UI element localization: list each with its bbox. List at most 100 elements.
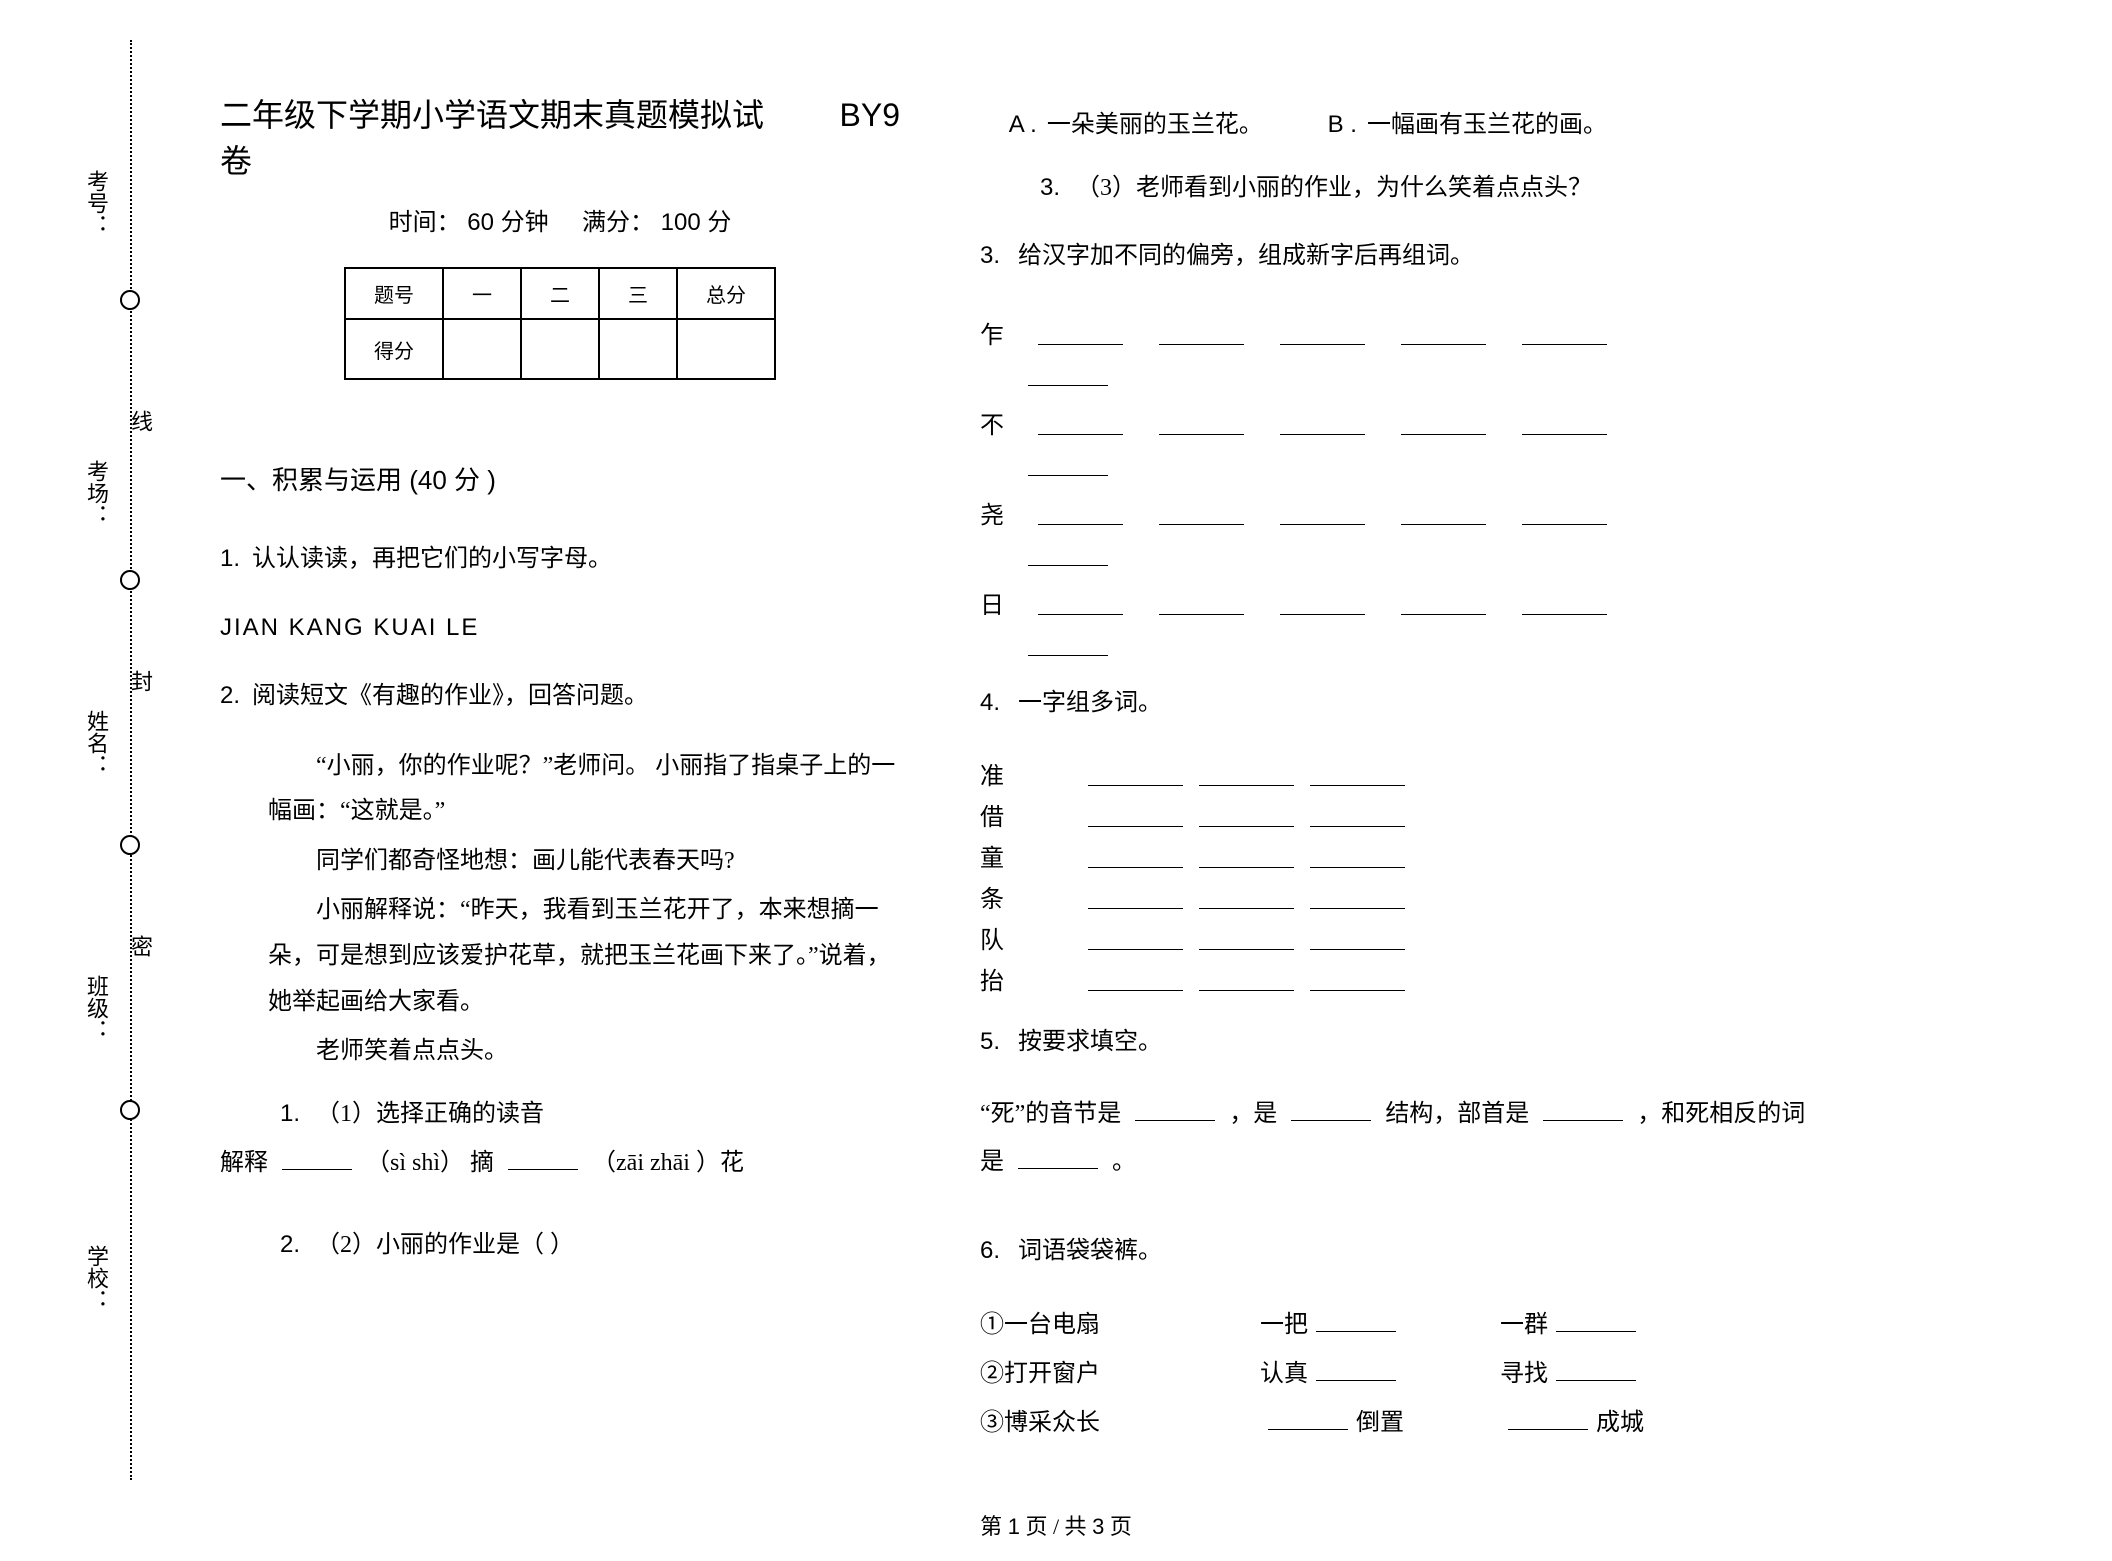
blank [1199, 967, 1294, 991]
table-row: 得分 [345, 319, 775, 379]
blank [1028, 542, 1108, 566]
footer-text: 页 [1110, 1514, 1132, 1539]
th-3: 三 [599, 268, 677, 319]
full-label: 满分： [582, 209, 654, 236]
radical-char: 不 [980, 405, 1020, 440]
multiword-char: 队 [980, 920, 1080, 955]
blank [1310, 967, 1405, 991]
radical-row: 尧 [980, 495, 1820, 530]
blank [1088, 885, 1183, 909]
opt-label: A . [1009, 111, 1037, 138]
cell: 认真 [1260, 1353, 1500, 1396]
blank [1310, 885, 1405, 909]
binding-circle [120, 835, 140, 855]
blank [1199, 844, 1294, 868]
subquestion-3: 3. （3）老师看到小丽的作业，为什么笑着点点头？ [980, 167, 1820, 202]
blank [1159, 591, 1244, 615]
time-label: 时间： [389, 209, 461, 236]
q-num: 4. [980, 689, 1000, 716]
binding-label-name: 姓名： [80, 710, 112, 776]
blank [1310, 762, 1405, 786]
blank [1522, 501, 1607, 525]
cell: 寻找 [1500, 1353, 1644, 1396]
blank [1401, 501, 1486, 525]
radical-char: 日 [980, 585, 1020, 620]
subq-text: （2）小丽的作业是（ ） [316, 1232, 574, 1258]
exam-title: 二年级下学期小学语文期末真题模拟试卷 [220, 90, 790, 182]
pinyin-opts: （sì shì） 摘 [366, 1150, 494, 1176]
binding-circle [120, 290, 140, 310]
seal-char-feng: 封 [124, 670, 156, 692]
q-text: 按要求填空。 [1018, 1029, 1162, 1055]
binding-label-room: 考场： [80, 460, 112, 526]
blank [1088, 967, 1183, 991]
option-row: A . 一朵美丽的玉兰花。 B . 一幅画有玉兰花的画。 [980, 104, 1820, 139]
label: 寻找 [1500, 1361, 1548, 1387]
q-num: 3. [980, 242, 1000, 269]
blank [1280, 501, 1365, 525]
blank [1135, 1097, 1215, 1121]
th-total: 总分 [677, 268, 775, 319]
subq-num: 3. [1040, 174, 1060, 201]
cell: ③博采众长 [980, 1402, 1260, 1445]
q-text: 词语袋袋裤。 [1018, 1238, 1162, 1264]
page-total: 3 [1092, 1514, 1104, 1539]
passage: “小丽，你的作业呢？”老师问。 小丽指了指桌子上的一幅画：“这就是。” 同学们都… [220, 744, 900, 1079]
blank [1038, 591, 1123, 615]
blank [1401, 591, 1486, 615]
th-2: 二 [521, 268, 599, 319]
frag: “死”的音节是 [980, 1101, 1121, 1127]
blank [1310, 803, 1405, 827]
th-1: 一 [443, 268, 521, 319]
pinyin-line: 解释 （sì shì） 摘 （zāi zhāi ）花 [220, 1142, 900, 1185]
blank [1522, 591, 1607, 615]
blank [1280, 321, 1365, 345]
question-6: 6. 词语袋袋裤。 [980, 1229, 1820, 1273]
passage-line: 小丽解释说：“昨天，我看到玉兰花开了，本来想摘一朵，可是想到应该爱护花草，就把玉… [220, 888, 900, 1025]
cell: 一把 [1260, 1304, 1500, 1347]
blank [1401, 411, 1486, 435]
q-num: 2. [220, 674, 240, 717]
blank [1199, 926, 1294, 950]
question-1: 1. 认认读读，再把它们的小写字母。 [220, 537, 900, 581]
blank [1522, 321, 1607, 345]
footer-text: 页 / 共 [1025, 1514, 1092, 1539]
td-blank [443, 319, 521, 379]
blank [1199, 803, 1294, 827]
label: 认真 [1260, 1361, 1308, 1387]
page-current: 1 [1008, 1514, 1020, 1539]
exam-meta: 时间： 60 分钟 满分： 100 分 [220, 202, 900, 237]
passage-line: 老师笑着点点头。 [220, 1029, 900, 1075]
word: 解释 [220, 1150, 268, 1176]
q-text: 给汉字加不同的偏旁，组成新字后再组词。 [1018, 243, 1474, 269]
cell: 成城 [1500, 1402, 1644, 1445]
blank [1159, 501, 1244, 525]
q1-letters: JIAN KANG KUAI LE [220, 606, 900, 649]
q-text: 认认读读，再把它们的小写字母。 [252, 538, 900, 581]
multiword-row: 准 [980, 756, 1820, 791]
blank [1028, 362, 1108, 386]
q6-row: ①一台电扇 一把 一群 [980, 1304, 1820, 1347]
label: 倒置 [1356, 1410, 1404, 1436]
th-label: 题号 [345, 268, 443, 319]
multiword-char: 抬 [980, 961, 1080, 996]
blank [1522, 411, 1607, 435]
subquestion-1: 1. （1）选择正确的读音 [220, 1093, 900, 1128]
radical-row: 乍 [980, 315, 1820, 350]
blank [1556, 1357, 1636, 1381]
multiword-row: 抬 [980, 961, 1820, 996]
subquestion-2: 2. （2）小丽的作业是（ ） [220, 1224, 900, 1259]
blank [1508, 1406, 1588, 1430]
pinyin-opts: （zāi zhāi ）花 [592, 1150, 744, 1176]
blank [1291, 1097, 1371, 1121]
question-3: 3. 给汉字加不同的偏旁，组成新字后再组词。 [980, 234, 1820, 278]
td-blank [677, 319, 775, 379]
q5-body: “死”的音节是 ，是 结构，部首是 ，和死相反的词是 。 [980, 1090, 1820, 1186]
binding-label-class: 班级： [80, 975, 112, 1041]
page-footer: 第 1 页 / 共 3 页 [0, 1509, 2112, 1541]
time-value: 60 分钟 [467, 209, 548, 236]
multiword-char: 条 [980, 879, 1080, 914]
q6-row: ③博采众长 倒置 成城 [980, 1402, 1820, 1445]
multiword-char: 借 [980, 797, 1080, 832]
column-left: 二年级下学期小学语文期末真题模拟试卷 BY9 时间： 60 分钟 满分： 100… [220, 90, 940, 1450]
